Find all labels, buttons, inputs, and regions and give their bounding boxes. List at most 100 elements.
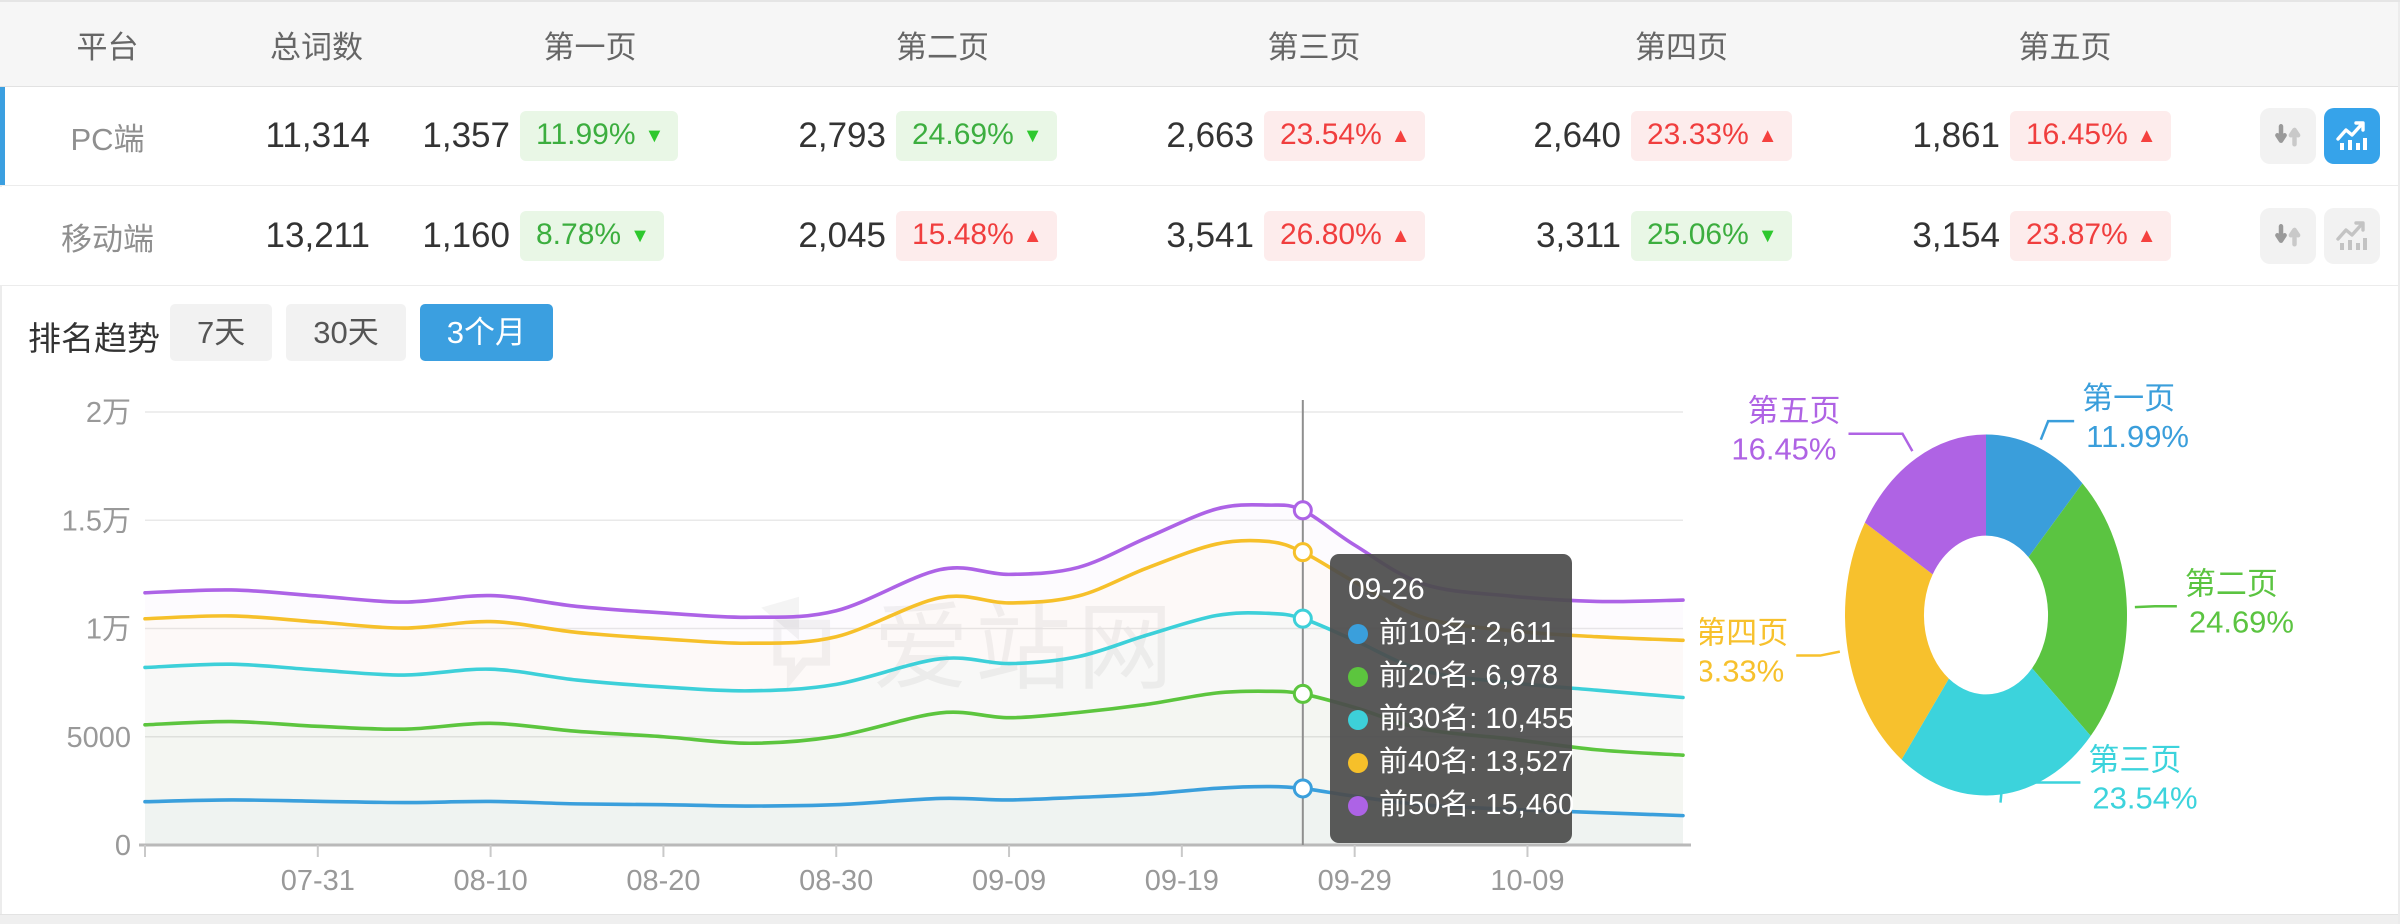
sort-button[interactable]	[2260, 108, 2316, 164]
tooltip-item: 前10名: 2,611	[1348, 612, 1556, 655]
tooltip-item: 前20名: 6,978	[1348, 655, 1558, 698]
page5-count: 3,154	[1912, 216, 2000, 255]
donut-label-name-第一页: 第一页	[2082, 381, 2175, 416]
tab-3-months[interactable]: 3个月	[419, 304, 553, 361]
trend-arrow-icon: ▼	[630, 225, 650, 247]
donut-slice-第一页[interactable]	[1986, 434, 2083, 558]
donut-label-name-第二页: 第二页	[2185, 566, 2278, 601]
page-bottom-edge	[0, 914, 2400, 924]
page3-count: 2,663	[1166, 116, 1254, 155]
page5-count: 1,861	[1912, 116, 2000, 155]
trend-arrow-icon: ▲	[1390, 125, 1411, 147]
page4-pct-badge: 25.06% ▼	[1631, 211, 1792, 261]
platform-label: 移动端	[61, 221, 154, 257]
donut-label-pct-第一页: 11.99%	[2086, 419, 2189, 454]
marker-前10名	[1292, 778, 1313, 799]
series-dot-icon	[1348, 795, 1368, 816]
table-row-mobile[interactable]: 移动端 13,211 1,160 8.78% ▼ 2,045 15.48% ▲ 3,…	[0, 187, 2400, 286]
x-axis-label: 08-20	[626, 865, 700, 897]
page5-pct-badge: 23.87% ▲	[2010, 211, 2171, 261]
total-words: 13,211	[265, 216, 370, 255]
trend-arrow-icon: ▼	[644, 125, 665, 147]
col-header-page5: 第五页	[2018, 29, 2112, 65]
trend-arrow-icon: ▲	[1390, 225, 1411, 247]
trend-chart-icon	[2336, 221, 2367, 250]
page1-pct-badge: 8.78% ▼	[520, 211, 664, 261]
series-dot-icon	[1348, 666, 1368, 687]
page3-count: 3,541	[1166, 216, 1254, 255]
sort-arrows-icon	[2275, 124, 2301, 147]
donut-label-name-第三页: 第三页	[2088, 743, 2181, 778]
page4-count: 3,311	[1536, 216, 1621, 255]
trend-chart-button[interactable]	[2324, 208, 2380, 264]
donut-slice-第三页[interactable]	[1901, 668, 2091, 796]
tab-7-days[interactable]: 7天	[170, 304, 273, 361]
series-dot-icon	[1348, 752, 1368, 773]
table-row-pc[interactable]: PC端 11,314 1,357 11.99% ▼ 2,793 24.69% ▼ 2…	[0, 87, 2400, 186]
trend-arrow-icon: ▲	[1757, 125, 1778, 147]
page1-count: 1,160	[422, 216, 510, 255]
platform-label: PC端	[70, 121, 145, 157]
trend-chart-icon	[2336, 121, 2367, 150]
trend-arrow-icon: ▼	[1022, 125, 1043, 147]
donut-slice-第四页[interactable]	[1845, 522, 1949, 760]
page2-pct-badge: 15.48% ▲	[896, 211, 1057, 261]
y-axis-label: 2万	[86, 397, 131, 429]
page2-pct-badge: 24.69% ▼	[896, 111, 1057, 161]
rank-trend-line-chart: 0 5000 1万 1.5万 2万 07-31 08-10 08-20 08-30 09-09 09…	[62, 397, 1691, 897]
y-axis-label: 5000	[66, 722, 131, 754]
table-header: 平台 总词数 第一页 第二页 第三页 第四页 第五页	[0, 2, 2400, 87]
donut-slice-第二页[interactable]	[2028, 483, 2127, 736]
tab-30-days[interactable]: 30天	[286, 304, 406, 361]
col-header-page3: 第三页	[1267, 29, 1361, 65]
donut-label-pct-第四页: 23.33%	[1700, 654, 1784, 689]
page4-pct-badge: 23.33% ▲	[1631, 111, 1792, 161]
total-words: 11,314	[265, 116, 370, 155]
col-header-platform: 平台	[76, 29, 139, 65]
x-axis-label: 10-09	[1490, 865, 1564, 897]
donut-leader-第四页	[1796, 650, 1841, 657]
col-header-page4: 第四页	[1635, 29, 1728, 65]
sort-button[interactable]	[2260, 208, 2316, 264]
tooltip-item: 前30名: 10,455	[1348, 698, 1574, 741]
y-axis-label: 0	[115, 830, 131, 862]
col-header-total: 总词数	[270, 29, 363, 65]
page3-pct-badge: 26.80% ▲	[1264, 211, 1425, 261]
page2-count: 2,045	[798, 216, 886, 255]
y-axis-label: 1万	[86, 614, 131, 646]
donut-leader-第一页	[2039, 419, 2075, 441]
sort-arrows-icon	[2275, 224, 2301, 247]
trend-arrow-icon: ▼	[1757, 225, 1778, 247]
donut-label-name-第五页: 第五页	[1747, 394, 1840, 429]
x-axis-label: 09-19	[1145, 865, 1219, 897]
chart-tooltip: 09-26 前10名: 2,611 前20名: 6,978 前30名: 10,4…	[1330, 554, 1574, 843]
donut-label-pct-第二页: 24.69%	[2189, 604, 2294, 639]
period-tabs: 7天 30天 3个月	[170, 304, 553, 361]
x-axis-label: 09-09	[972, 865, 1046, 897]
series-dot-icon	[1348, 709, 1368, 730]
marker-前50名	[1292, 500, 1313, 521]
trend-arrow-icon: ▲	[2136, 225, 2157, 247]
y-axis-label: 1.5万	[62, 505, 131, 537]
trend-chart-button[interactable]	[2324, 108, 2380, 164]
tooltip-item: 前50名: 15,460	[1348, 784, 1574, 827]
series-dot-icon	[1348, 623, 1368, 644]
tooltip-date: 09-26	[1348, 573, 1425, 606]
trend-arrow-icon: ▲	[2136, 125, 2157, 147]
donut-label-pct-第三页: 23.54%	[2092, 781, 2197, 816]
donut-slice-第五页[interactable]	[1864, 434, 1986, 575]
page5-pct-badge: 16.45% ▲	[2010, 111, 2171, 161]
marker-前30名	[1292, 608, 1313, 629]
donut-label-pct-第五页: 16.45%	[1731, 432, 1836, 467]
tooltip-item: 前40名: 13,527	[1348, 741, 1574, 784]
page1-count: 1,357	[422, 116, 510, 155]
x-axis-label: 09-29	[1318, 865, 1392, 897]
page2-count: 2,793	[798, 116, 886, 155]
col-header-page2: 第二页	[896, 29, 989, 65]
page4-count: 2,640	[1533, 116, 1621, 155]
x-axis-label: 07-31	[281, 865, 355, 897]
marker-前20名	[1292, 683, 1313, 704]
donut-label-name-第四页: 第四页	[1700, 616, 1788, 651]
